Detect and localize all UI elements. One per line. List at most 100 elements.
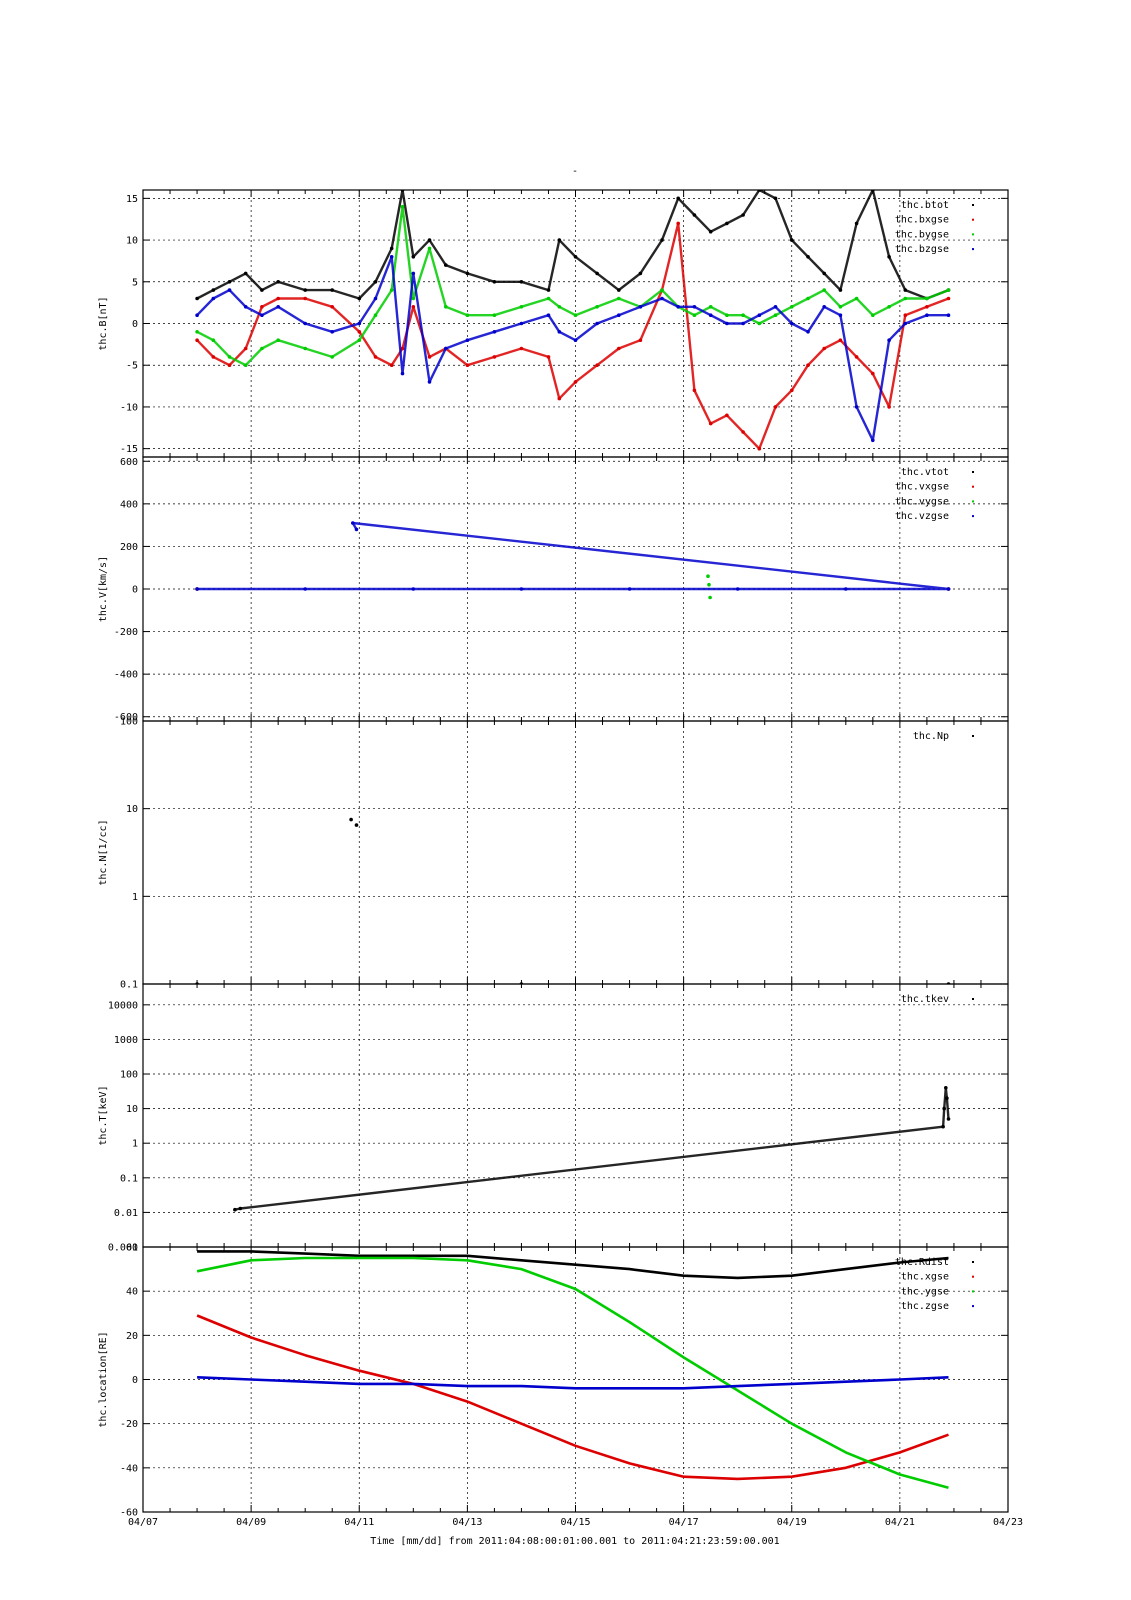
data-point-thc.btot [211,288,216,292]
data-point-thc.bxgse [400,346,405,351]
y-tick-label: 10000 [108,1000,138,1011]
data-point-thc.bygse [411,296,416,301]
x-axis: 04/07 04/09 04/11 04/13 04/15 04/17 04/19 04/21… [128,1517,1023,1528]
series-trace-thc.tkev [234,1086,950,1211]
data-point-thc.bygse [660,288,664,292]
data-point-thc.btot [790,238,794,242]
legend-label: thc.Rdist [895,1257,949,1268]
data-point-thc.bygse [211,338,216,343]
data-point-thc.bygse [330,355,335,359]
data-point-thc.btot [546,288,551,292]
data-point-thc.bzgse [492,330,497,334]
panel-frame [142,1246,1009,1513]
y-tick-label: -40 [120,1463,138,1474]
data-point-thc.bygse [492,313,497,318]
y-tick-label: 20 [126,1331,138,1342]
data-point-thc.bxgse [260,305,264,309]
data-point-thc.bxgse [519,346,524,351]
data-point-thc.btot [854,221,859,226]
series-trace-thc.vzgse [197,521,950,591]
panel-5: -60 -40 -20 0 20 40 60 thc.location[RE] thc.Rdis… [98,1243,1009,1519]
y-tick-label: 15 [126,194,138,205]
x-tick-label: 04/07 [128,1517,158,1528]
data-point-thc.bxgse [389,363,394,368]
data-point-thc.bxgse [330,305,335,309]
data-point-thc.btot [303,288,308,292]
data-point-thc.bxgse [806,363,810,368]
data-point-thc.bygse [790,305,794,309]
data-point-thc.bygse [741,313,745,318]
series-line-thc.zgse [197,1376,949,1390]
series-trace-thc.bzgse [196,255,949,442]
y-tick-label: 10 [126,804,138,815]
y-axis-label: thc.N[1/cc] [98,819,109,885]
data-point-thc.bxgse [638,338,643,343]
y-tick-label: -200 [114,627,138,638]
data-point-thc.btot [676,196,680,201]
data-point-thc.bzgse [243,305,248,309]
data-point-thc.btot [411,254,416,259]
series-trace-thc.bygse [196,205,949,367]
data-point-thc.btot [887,254,891,259]
x-tick-label: 04/17 [669,1517,699,1528]
data-point-thc.bzgse [389,254,394,259]
data-point-thc.bzgse [546,313,551,318]
data-point-thc.bzgse [519,321,524,326]
legend-marker [972,471,974,473]
data-point-thc.bzgse [854,405,859,409]
y-tick-label: 0.01 [114,1208,138,1219]
y-tick-label: -600 [114,712,138,723]
data-point-thc.bxgse [411,305,416,309]
data-point-thc.vzgse [303,587,308,591]
data-point-thc.bxgse [757,446,762,451]
y-tick-label: 600 [120,457,138,468]
data-point-thc.btot [519,280,524,284]
data-point-thc.tkev [238,1206,243,1211]
y-tick-label: -400 [114,670,138,681]
data-point-thc.Np [349,817,353,822]
y-tick-label: 10 [126,1104,138,1115]
data-point-thc.bzgse [676,305,680,309]
data-point-thc.bygse [708,305,713,309]
panel-1: -15 -10 -5 0 5 10 15 thc.B[nT] thc.btot thc.bxgse… [98,189,1009,458]
data-point-thc.bygse [806,296,810,301]
data-point-thc.vzgse [735,587,740,591]
y-tick-label: 10 [126,236,138,247]
data-point-thc.bxgse [925,305,929,309]
data-point-thc.bxgse [676,221,680,226]
data-point-thc.bzgse [373,296,378,301]
legend-marker [972,1305,974,1308]
data-point-thc.btot [400,190,405,192]
y-tick-label: 100 [120,1070,138,1081]
data-point-thc.bygse [400,204,405,209]
x-axis-label: Time [mm/dd] from 2011:04:08:00:01:00.00… [370,1536,779,1547]
data-point-thc.bzgse [303,321,308,326]
data-point-thc.bzgse [638,305,643,309]
data-point-thc.Np [354,823,359,827]
data-point-thc.tkev [945,1096,949,1100]
series-line-thc.Rdist [197,1250,949,1280]
legend-marker [972,1290,974,1293]
series-group [196,1250,949,1489]
legend-marker [972,204,974,206]
data-point-thc.bzgse [595,321,599,326]
data-point-thc.btot [725,221,729,226]
data-point-thc.btot [660,238,664,242]
data-point-thc.btot [373,280,378,284]
data-point-thc.bzgse [925,313,929,318]
data-point-thc.bygse [546,296,551,301]
legend-label: thc.vzgse [895,511,949,522]
data-point-thc.bzgse [946,313,951,318]
legend-label: thc.vygse [895,496,949,507]
data-point-thc.btot [195,296,199,301]
data-point-thc.bygse [260,346,264,351]
data-point-thc.bygse [557,305,562,309]
data-point-thc.bzgse [227,288,232,292]
data-point-thc.bxgse [946,296,951,301]
data-point-thc.btot [806,254,810,259]
series-line-thc.xgse [196,1314,949,1481]
panels-group: -15-10-5051015thc.B[nT]thc.btotthc.bxgse… [98,189,1009,1519]
data-point-thc.bzgse [806,330,810,334]
x-tick-label: 04/21 [885,1517,915,1528]
data-point-thc.bxgse [573,380,578,384]
